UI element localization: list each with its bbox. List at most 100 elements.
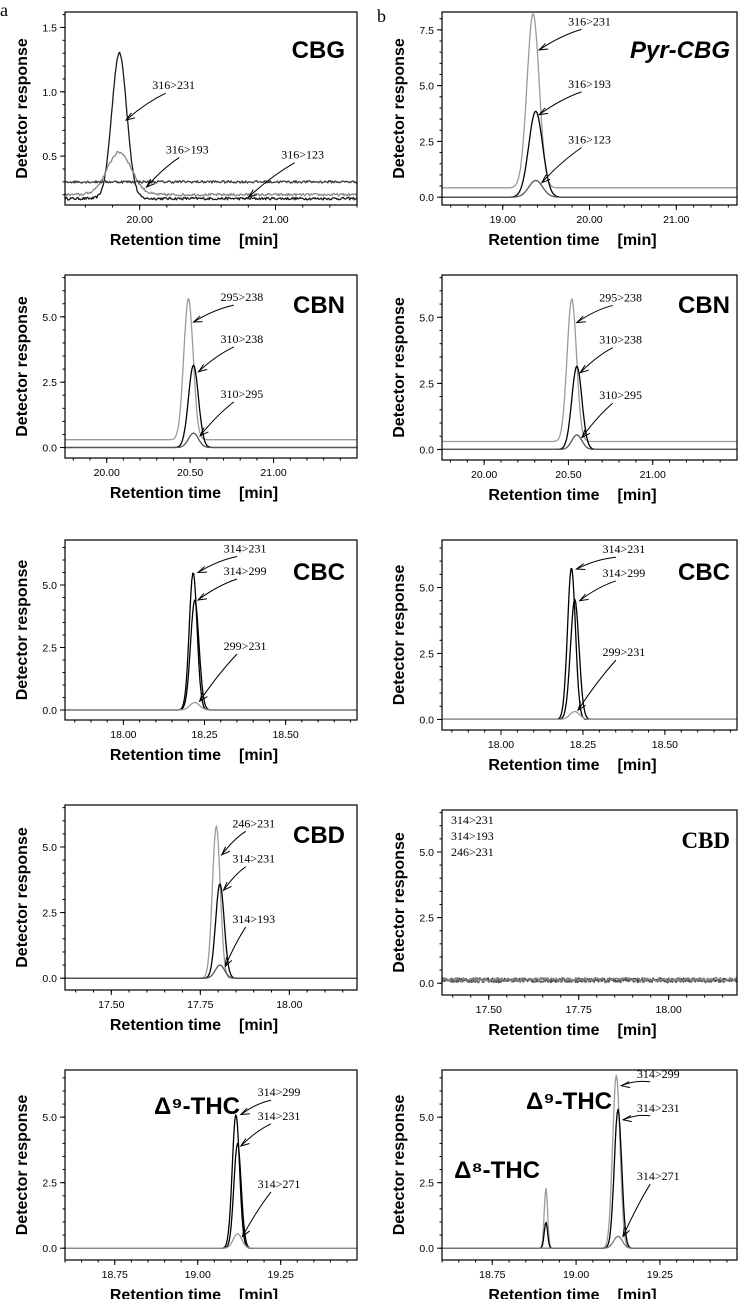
y-tick-label: 5.0 [42,842,57,854]
series-316-231 [442,13,737,189]
traces [442,298,737,451]
arrow-head [124,112,135,121]
x-axis-unit: [min] [239,1017,278,1034]
annotation-arrow [242,1191,272,1237]
arrow-head [537,107,549,116]
y-tick-label: 5.0 [419,583,434,595]
x-axis-unit: [min] [618,757,657,774]
y-axis-label: Detector response [391,565,408,706]
compound-label: Δ⁹-THC [154,1093,240,1120]
annotation-arrow [125,92,166,121]
x-tick-label: 17.50 [476,1004,502,1016]
annotation-arrow [223,866,247,891]
series-314-193 [65,964,357,979]
chart-panel-2: 0.0 2.5 5.0 7.5 19.00 20.00 21.00 Retention tim… [391,11,738,249]
plot-frame [64,11,358,206]
x-axis-unit: [min] [618,1287,657,1299]
x-axis-label: Retention time [110,1017,221,1034]
y-axis-label: Detector response [14,1095,31,1236]
series-310-238 [442,365,737,451]
chart-panel-3: 0.0 2.5 5.0 20.00 20.50 21.00 Retention time [m… [14,274,358,502]
arrow-head [220,846,231,856]
y-tick-label: 2.5 [419,378,434,390]
arrow-head [247,189,258,199]
series-316-193 [442,110,737,198]
y-tick-label: 2.5 [419,1178,434,1190]
arrow-head [196,566,208,574]
annotation-arrow [221,830,247,856]
y-tick-label: 2.5 [419,648,434,660]
traces [442,976,737,984]
x-axis-unit: [min] [618,1022,657,1039]
x-axis-label: Retention time [488,1022,599,1039]
y-tick-label: 0.5 [42,151,57,163]
arrow-head [239,1107,250,1116]
y-axis-label: Detector response [391,297,408,438]
annotation-label: 316>231 [152,78,195,92]
arrow-head [199,427,209,437]
x-tick-label: 21.00 [663,214,689,226]
traces [65,572,357,711]
arrow-head [198,692,208,703]
x-tick-label: 18.50 [652,739,678,751]
x-tick-label: 18.00 [488,739,514,751]
x-tick-label: 20.00 [471,469,497,481]
chart-panel-10: 0.0 2.5 5.0 18.75 19.00 19.25 Retention time [m… [391,1067,738,1299]
y-tick-label: 0.0 [42,443,57,455]
y-tick-label: 0.0 [42,1243,57,1255]
compound-label: CBG [292,37,345,64]
annotation-label: 314>299 [258,1085,301,1099]
arrow-head [577,701,586,712]
x-axis-unit: [min] [239,232,278,249]
y-tick-label: 1.0 [42,87,57,99]
annotation-label: 316>123 [568,133,611,147]
arrow-head [241,1227,250,1238]
annotation-arrow [538,28,582,51]
traces [65,51,357,201]
annotation-arrow [199,401,235,437]
annotation-arrow [146,157,180,188]
x-tick-label: 18.00 [110,729,136,741]
compound-label: Δ⁹-THC [526,1088,612,1115]
x-axis-label: Retention time [110,1287,221,1299]
series-316-231 [65,51,357,201]
panel-letter-a: a [0,0,8,20]
annotation-label: 314>299 [603,566,646,580]
annotation-label: 314>231 [637,1101,680,1115]
x-axis-unit: [min] [618,232,657,249]
y-axis-label: Detector response [14,827,31,968]
x-tick-label: 18.00 [656,1004,682,1016]
x-tick-label: 20.00 [576,214,602,226]
series-295-238 [65,298,357,441]
arrow-head [192,315,203,323]
x-axis-unit: [min] [239,485,278,502]
x-tick-label: 20.00 [127,214,153,226]
annotation-arrow [224,926,247,967]
x-tick-label: 17.75 [187,999,213,1011]
x-tick-label: 21.00 [260,467,286,479]
arrow-head [578,593,589,602]
arrow-head [224,957,233,968]
y-tick-label: 5.0 [419,847,434,859]
annotation-arrow [240,1123,272,1147]
plot-frame [64,804,358,991]
y-axis-label: Detector response [14,560,31,701]
x-tick-label: 18.50 [272,729,298,741]
x-tick-label: 20.00 [94,467,120,479]
series-299-231 [442,710,737,721]
annotation-label: 314>231 [232,852,275,866]
series-314-271 [65,1233,357,1249]
y-tick-label: 7.5 [419,25,434,37]
legend-entry: 314>193 [451,829,494,843]
annotation-label: 299>231 [224,639,267,653]
y-tick-label: 2.5 [42,377,57,389]
annotation-arrow [579,580,617,602]
y-tick-label: 2.5 [419,136,434,148]
y-tick-label: 0.0 [419,714,434,726]
chart-panel-7: 0.0 2.5 5.0 17.50 17.75 18.00 Retention time [m… [14,804,358,1034]
compound-label: Pyr-CBG [630,37,730,64]
y-tick-label: 2.5 [419,913,434,925]
series-314-271 [442,1235,737,1249]
arrow-head [197,364,208,373]
plot-frame [441,809,738,996]
